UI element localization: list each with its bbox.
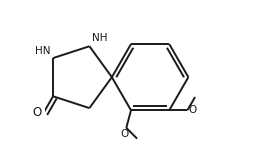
Text: NH: NH: [92, 33, 107, 43]
Text: HN: HN: [35, 46, 51, 56]
Text: O: O: [32, 106, 41, 119]
Text: O: O: [189, 105, 197, 115]
Text: O: O: [121, 129, 129, 139]
